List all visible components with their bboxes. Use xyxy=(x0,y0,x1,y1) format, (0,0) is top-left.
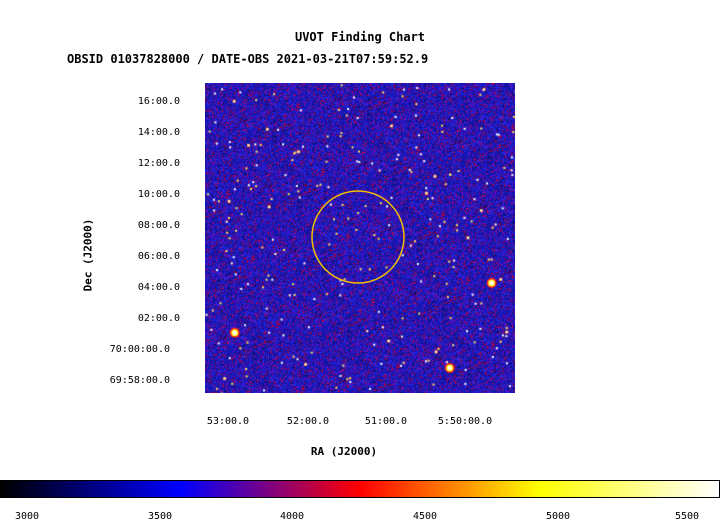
y-tick-label: 06:00.0 xyxy=(137,251,180,262)
colorbar-tick-label: 4000 xyxy=(279,511,305,522)
chart-title: UVOT Finding Chart xyxy=(294,30,426,44)
sky-image[interactable] xyxy=(205,83,515,393)
y-tick-label: 16:00.0 xyxy=(137,96,180,107)
y-axis-label: Dec (J2000) xyxy=(81,218,95,292)
y-tick-label: 12:00.0 xyxy=(137,158,180,169)
y-tick-label: 14:00.0 xyxy=(137,127,180,138)
y-tick-label: 70:00:00.0 xyxy=(109,344,170,355)
x-tick-label: 51:00.0 xyxy=(364,416,408,427)
colorbar xyxy=(0,480,720,498)
overlay-layer xyxy=(311,190,405,284)
colorbar-tick-label: 3000 xyxy=(14,511,40,522)
y-tick-label: 10:00.0 xyxy=(137,189,180,200)
x-tick-label: 53:00.0 xyxy=(206,416,250,427)
x-tick-label: 52:00.0 xyxy=(286,416,330,427)
y-tick-label: 04:00.0 xyxy=(137,282,180,293)
colorbar-tick-label: 5000 xyxy=(545,511,571,522)
x-axis-label: RA (J2000) xyxy=(310,445,378,458)
chart-subtitle: OBSID 01037828000 / DATE-OBS 2021-03-21T… xyxy=(67,52,429,66)
y-tick-label: 69:58:00.0 xyxy=(109,375,170,386)
y-tick-label: 02:00.0 xyxy=(137,313,180,324)
y-tick-label: 08:00.0 xyxy=(137,220,180,231)
colorbar-tick-label: 5500 xyxy=(674,511,700,522)
colorbar-tick-label: 4500 xyxy=(412,511,438,522)
sky-image-canvas xyxy=(205,83,515,393)
target-region-circle xyxy=(311,190,405,284)
colorbar-tick-label: 3500 xyxy=(147,511,173,522)
x-tick-label: 5:50:00.0 xyxy=(437,416,493,427)
